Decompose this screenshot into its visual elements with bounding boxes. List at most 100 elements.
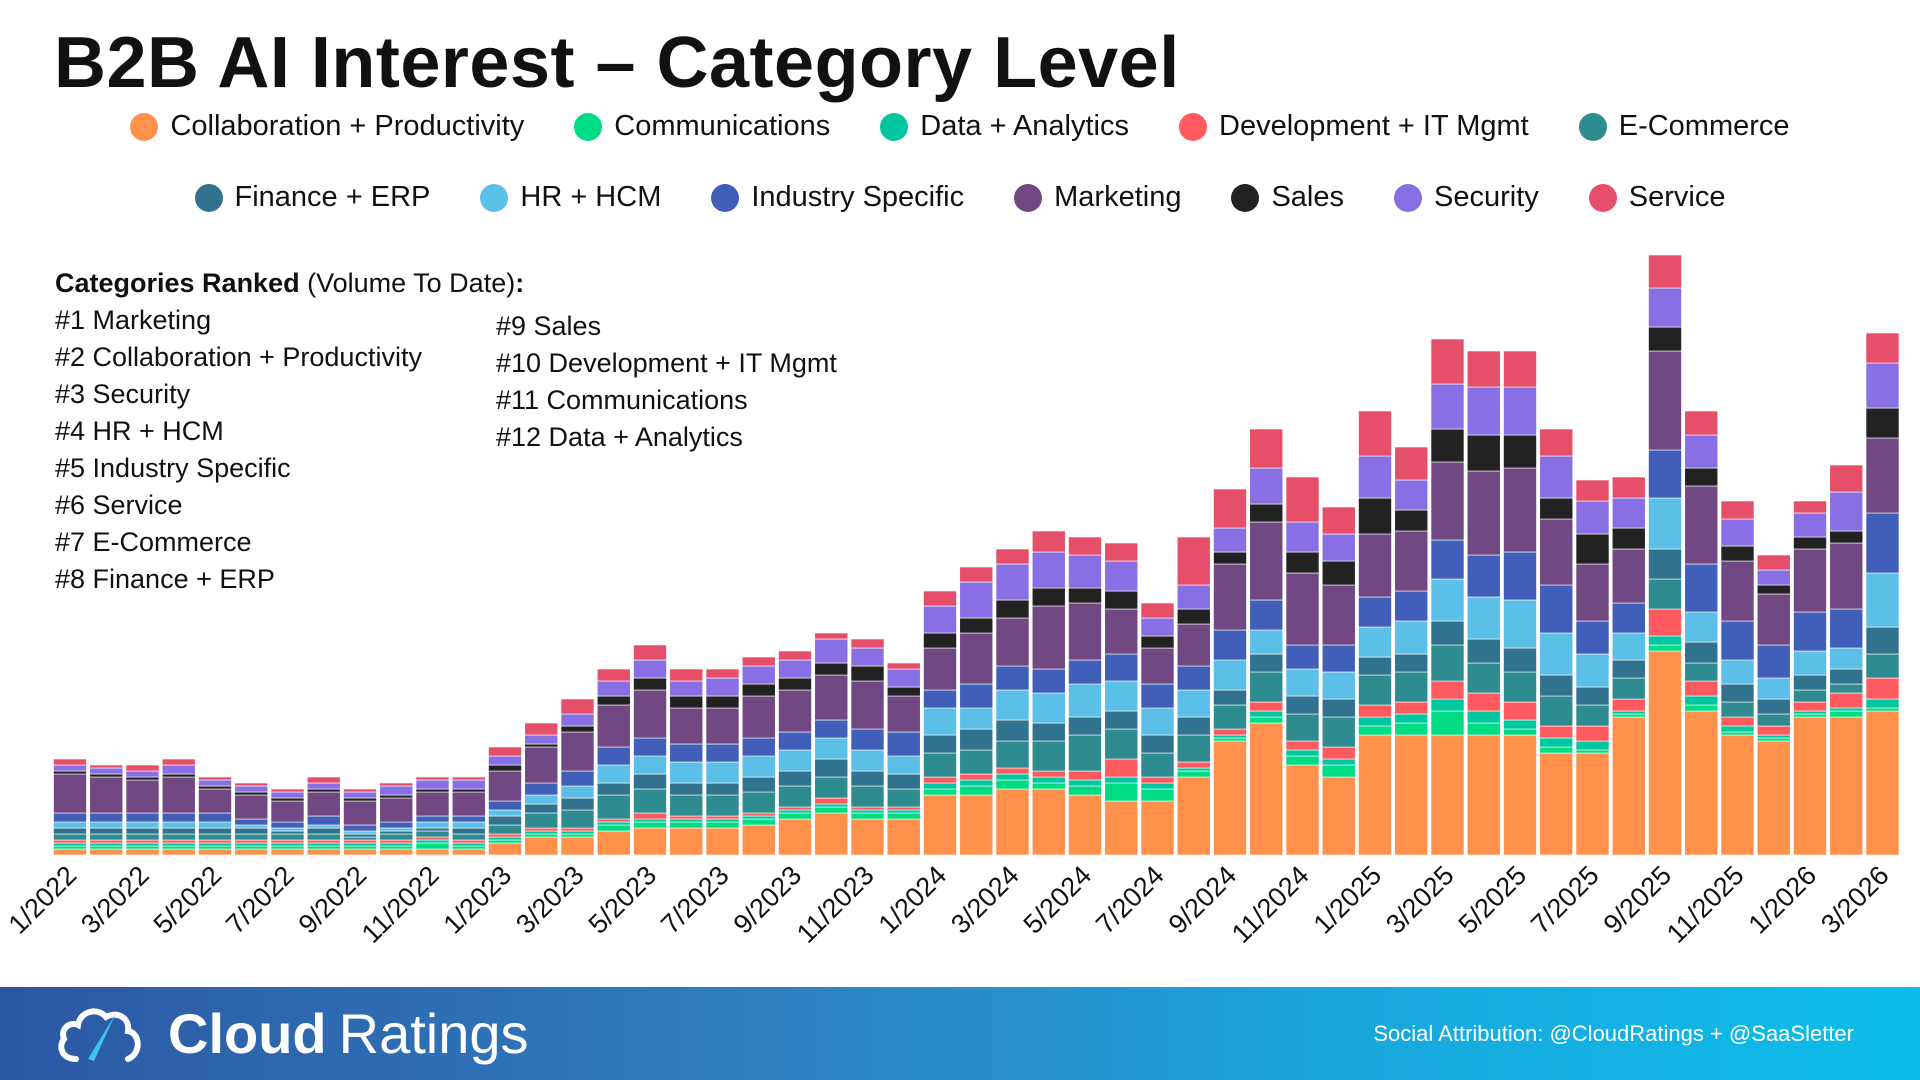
x-tick-label: 7/2025 <box>1525 860 1605 940</box>
bar-stack <box>161 758 196 856</box>
bar-segment-finance-erp <box>1829 668 1864 685</box>
bar-segment-sales <box>705 695 740 709</box>
bar-segment-e-commerce <box>1031 740 1066 772</box>
bar-segment-e-commerce <box>125 833 160 841</box>
bar-segment-collaboration-productivity <box>343 848 377 856</box>
bar-segment-finance-erp <box>415 827 450 832</box>
bar-segment-sales <box>778 677 812 691</box>
bar-segment-finance-erp <box>1213 689 1247 706</box>
bar-segment-data-analytics <box>886 809 921 814</box>
bar-segment-communications <box>379 845 414 850</box>
bar-segment-sales <box>1756 584 1791 595</box>
x-tick-label: 3/2024 <box>945 860 1025 940</box>
bar-segment-data-analytics <box>1104 776 1139 784</box>
bar-stack <box>814 632 849 856</box>
bar-segment-sales <box>596 695 631 706</box>
bar-segment-development-it-mgmt <box>778 806 812 811</box>
bar-segment-industry-specific <box>524 782 559 796</box>
bar-segment-finance-erp <box>850 770 885 787</box>
bar-segment-finance-erp <box>741 776 776 793</box>
bar-stack <box>451 776 486 856</box>
legend-item: Development + IT Mgmt <box>1179 110 1529 143</box>
bar-segment-sales <box>633 677 667 691</box>
bar-segment-development-it-mgmt <box>1829 692 1864 709</box>
bar-segment-marketing <box>1430 461 1465 541</box>
bar-stack <box>1104 542 1139 856</box>
bar-segment-industry-specific <box>1793 611 1827 652</box>
bar-segment-communications <box>1503 728 1537 736</box>
bar-segment-collaboration-productivity <box>633 827 667 856</box>
bar-segment-communications <box>923 788 957 796</box>
bar-segment-communications <box>1575 749 1610 754</box>
bar-segment-development-it-mgmt <box>886 806 921 811</box>
bar-segment-marketing <box>850 680 885 730</box>
bar-segment-service <box>1031 530 1066 553</box>
bar-segment-finance-erp <box>125 827 160 835</box>
bar-segment-industry-specific <box>741 737 776 757</box>
bar-segment-development-it-mgmt <box>669 815 704 820</box>
bar-segment-communications <box>1793 713 1827 718</box>
bar-segment-finance-erp <box>923 734 957 754</box>
bar-segment-service <box>669 668 704 682</box>
bar-segment-collaboration-productivity <box>850 818 885 856</box>
bar-segment-industry-specific <box>886 731 921 757</box>
bar-segment-communications <box>669 821 704 829</box>
bar-segment-industry-specific <box>1865 512 1900 574</box>
bar-segment-industry-specific <box>343 824 377 832</box>
bar-segment-service <box>234 782 269 787</box>
bar-segment-sales <box>923 632 957 649</box>
bar-stack <box>524 722 559 856</box>
bar-segment-industry-specific <box>560 770 595 787</box>
bar-segment-finance-erp <box>53 827 87 835</box>
bar-segment-hr-hcm <box>125 821 160 829</box>
bar-segment-service <box>1394 446 1429 481</box>
bar-stack <box>959 566 994 856</box>
bar-segment-communications <box>415 842 450 850</box>
bar-segment-hr-hcm <box>524 794 559 805</box>
bar-segment-sales <box>343 797 377 802</box>
bar-segment-hr-hcm <box>1684 611 1719 643</box>
bar-segment-development-it-mgmt <box>53 839 87 844</box>
bar-segment-collaboration-productivity <box>1793 716 1827 856</box>
bar-segment-marketing <box>1213 563 1247 631</box>
bar-segment-e-commerce <box>633 788 667 814</box>
legend-dot-icon <box>1014 183 1043 212</box>
bar-segment-security <box>451 779 486 790</box>
bar-segment-development-it-mgmt <box>1321 746 1356 760</box>
legend-label: Finance + ERP <box>234 181 431 213</box>
bar-segment-sales <box>1720 545 1755 562</box>
bar-segment-marketing <box>1720 560 1755 622</box>
legend-item: Data + Analytics <box>880 110 1129 143</box>
bar-segment-finance-erp <box>270 830 305 835</box>
bar-segment-data-analytics <box>451 842 486 847</box>
bar-segment-communications <box>995 779 1030 790</box>
bar-segment-communications <box>161 845 196 850</box>
bar-segment-sales <box>1104 590 1139 610</box>
bar-segment-sales <box>1539 497 1574 520</box>
bar-stack <box>741 656 776 856</box>
bar-segment-collaboration-productivity <box>778 818 812 856</box>
bar-stack <box>1829 464 1864 856</box>
bar-segment-marketing <box>923 647 957 691</box>
bar-segment-finance-erp <box>1285 695 1320 715</box>
bar-segment-data-analytics <box>669 818 704 823</box>
bar-segment-data-analytics <box>1611 710 1646 715</box>
bar-segment-sales <box>1285 551 1320 574</box>
bar-segment-e-commerce <box>886 788 921 808</box>
bar-segment-sales <box>886 686 921 697</box>
bar-segment-data-analytics <box>1285 749 1320 757</box>
bar-segment-collaboration-productivity <box>1720 734 1755 856</box>
bar-segment-development-it-mgmt <box>1684 680 1719 697</box>
brand-name-light: Ratings <box>338 1002 529 1065</box>
bar-segment-development-it-mgmt <box>850 806 885 811</box>
bar-segment-sales <box>959 617 994 634</box>
bar-segment-marketing <box>343 800 377 826</box>
bar-stack <box>596 668 631 856</box>
bar-segment-service <box>741 656 776 667</box>
bar-segment-collaboration-productivity <box>1756 740 1791 856</box>
bar-segment-e-commerce <box>850 785 885 808</box>
bar-segment-sales <box>1068 587 1102 604</box>
bar-segment-sales <box>1793 536 1827 550</box>
bar-segment-development-it-mgmt <box>1285 740 1320 751</box>
bar-stack <box>234 782 269 856</box>
